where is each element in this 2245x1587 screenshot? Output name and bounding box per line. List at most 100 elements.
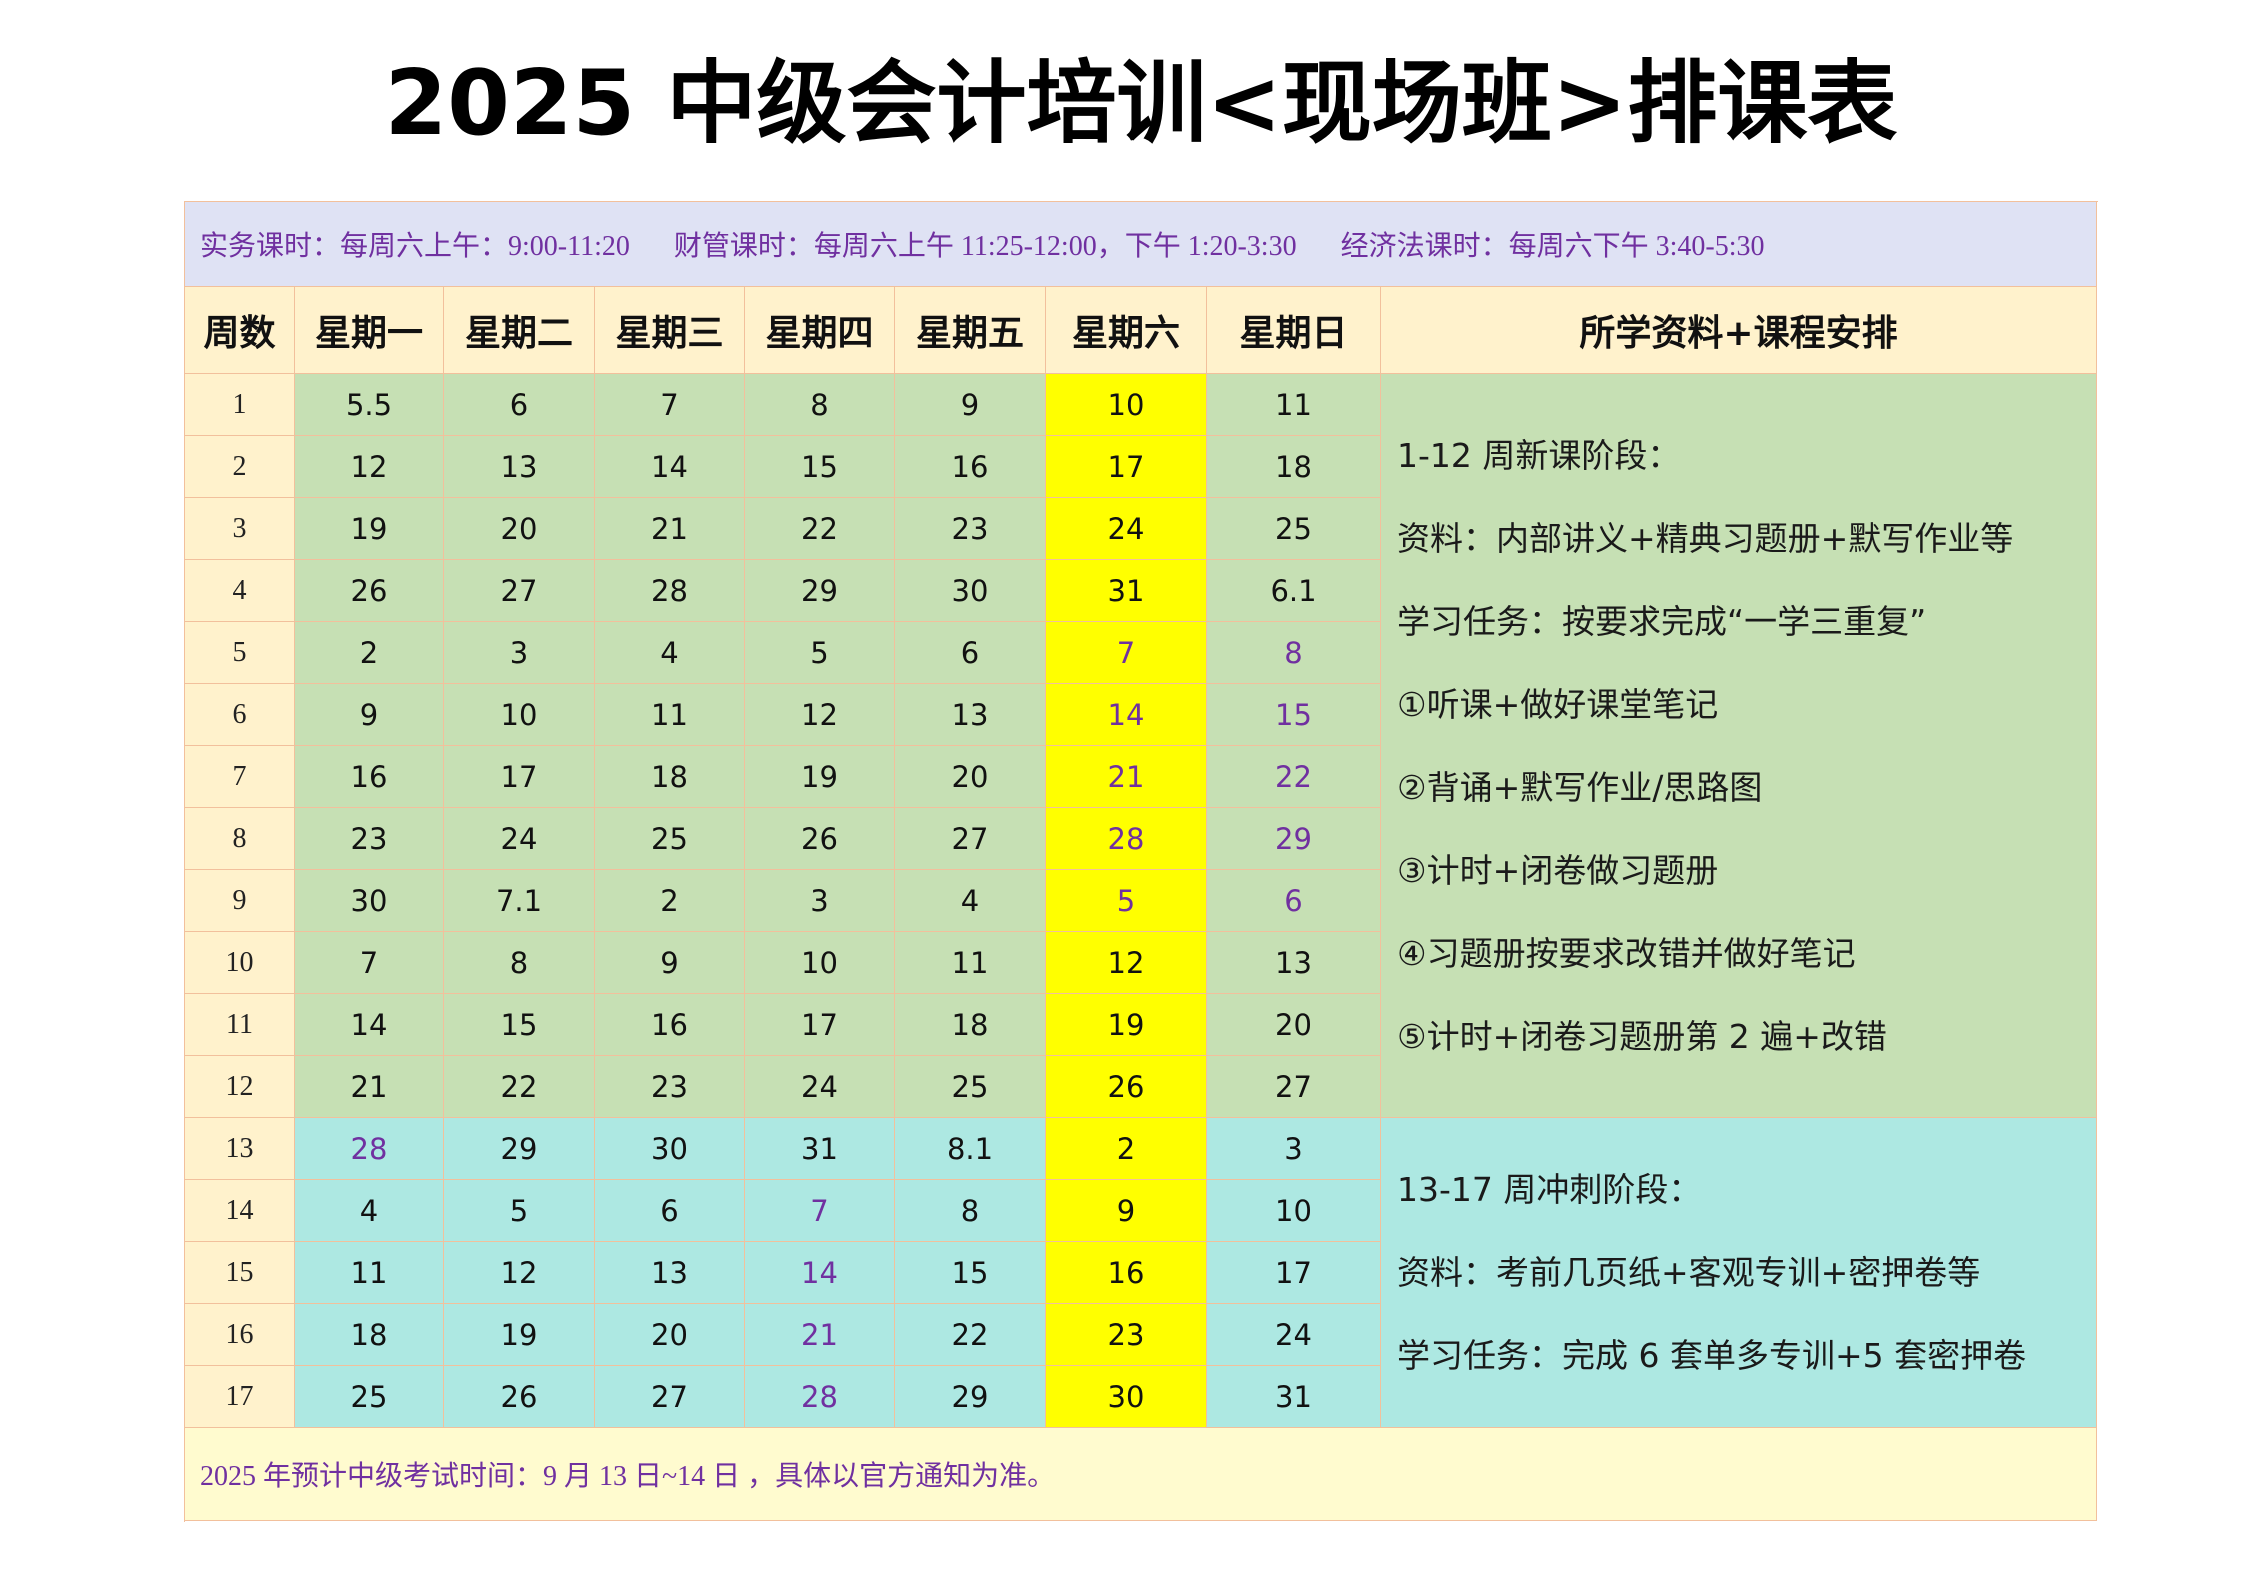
date-cell-thursday: 8 [745, 374, 895, 436]
schedule-table: 实务课时：每周六上午：9:00-11:20 财管课时：每周六上午 11:25-1… [184, 201, 2098, 1522]
header-thursday: 星期四 [745, 287, 895, 374]
date-cell-sunday: 31 [1207, 1366, 1381, 1428]
date-cell-wednesday: 14 [595, 436, 745, 498]
date-cell-tuesday: 6 [444, 374, 595, 436]
date-cell-monday: 14 [295, 994, 444, 1056]
date-cell-thursday: 7 [745, 1180, 895, 1242]
date-cell-monday: 12 [295, 436, 444, 498]
date-cell-friday: 15 [895, 1242, 1046, 1304]
header-sunday: 星期日 [1207, 287, 1381, 374]
week-number: 1 [185, 374, 295, 436]
date-cell-saturday: 7 [1046, 622, 1207, 684]
header-materials-plan: 所学资料+课程安排 [1381, 287, 2097, 374]
date-cell-thursday: 21 [745, 1304, 895, 1366]
date-cell-saturday: 12 [1046, 932, 1207, 994]
date-cell-saturday: 10 [1046, 374, 1207, 436]
page-title: 2025 中级会计培训<现场班>排课表 [384, 51, 1898, 156]
date-cell-tuesday: 29 [444, 1118, 595, 1180]
week-number: 3 [185, 498, 295, 560]
date-cell-wednesday: 7 [595, 374, 745, 436]
date-cell-wednesday: 4 [595, 622, 745, 684]
date-cell-thursday: 10 [745, 932, 895, 994]
date-cell-monday: 26 [295, 560, 444, 622]
date-cell-wednesday: 9 [595, 932, 745, 994]
date-cell-saturday: 28 [1046, 808, 1207, 870]
date-cell-wednesday: 27 [595, 1366, 745, 1428]
date-cell-friday: 29 [895, 1366, 1046, 1428]
week-number: 5 [185, 622, 295, 684]
date-cell-thursday: 14 [745, 1242, 895, 1304]
date-cell-saturday: 26 [1046, 1056, 1207, 1118]
date-cell-wednesday: 20 [595, 1304, 745, 1366]
date-cell-tuesday: 7.1 [444, 870, 595, 932]
date-cell-sunday: 18 [1207, 436, 1381, 498]
date-cell-saturday: 23 [1046, 1304, 1207, 1366]
date-cell-thursday: 22 [745, 498, 895, 560]
week-number: 17 [185, 1366, 295, 1428]
week-number: 9 [185, 870, 295, 932]
date-cell-monday: 5.5 [295, 374, 444, 436]
date-cell-tuesday: 19 [444, 1304, 595, 1366]
week-number: 8 [185, 808, 295, 870]
date-cell-thursday: 3 [745, 870, 895, 932]
header-saturday: 星期六 [1046, 287, 1207, 374]
date-cell-saturday: 2 [1046, 1118, 1207, 1180]
date-cell-thursday: 26 [745, 808, 895, 870]
date-cell-sunday: 3 [1207, 1118, 1381, 1180]
date-cell-thursday: 12 [745, 684, 895, 746]
date-cell-friday: 25 [895, 1056, 1046, 1118]
phase-note-line: 学习任务：按要求完成“一学三重复” [1397, 601, 1927, 641]
phase-title: 1-12 周新课阶段： [1397, 435, 1681, 475]
date-cell-monday: 21 [295, 1056, 444, 1118]
phase-note-line: 资料：考前几页纸+客观专训+密押卷等 [1397, 1253, 1981, 1292]
date-cell-sunday: 15 [1207, 684, 1381, 746]
date-cell-monday: 2 [295, 622, 444, 684]
date-cell-monday: 30 [295, 870, 444, 932]
date-cell-monday: 23 [295, 808, 444, 870]
date-cell-monday: 19 [295, 498, 444, 560]
date-cell-saturday: 30 [1046, 1366, 1207, 1428]
date-cell-thursday: 24 [745, 1056, 895, 1118]
date-cell-friday: 16 [895, 436, 1046, 498]
date-cell-tuesday: 26 [444, 1366, 595, 1428]
date-cell-saturday: 5 [1046, 870, 1207, 932]
date-cell-friday: 22 [895, 1304, 1046, 1366]
date-cell-saturday: 21 [1046, 746, 1207, 808]
date-cell-sunday: 10 [1207, 1180, 1381, 1242]
date-cell-friday: 4 [895, 870, 1046, 932]
finance-hours-text: 财管课时：每周六上午 11:25-12:00，下午 1:20-3:30 [673, 231, 1297, 262]
phase-note-line: ①听课+做好课堂笔记 [1397, 684, 1719, 724]
date-cell-sunday: 22 [1207, 746, 1381, 808]
date-cell-tuesday: 27 [444, 560, 595, 622]
date-cell-saturday: 9 [1046, 1180, 1207, 1242]
date-cell-friday: 18 [895, 994, 1046, 1056]
date-cell-friday: 20 [895, 746, 1046, 808]
date-cell-tuesday: 10 [444, 684, 595, 746]
date-cell-wednesday: 28 [595, 560, 745, 622]
date-cell-tuesday: 5 [444, 1180, 595, 1242]
week-number: 7 [185, 746, 295, 808]
phase-note-line: ②背诵+默写作业/思路图 [1397, 767, 1763, 807]
date-cell-tuesday: 8 [444, 932, 595, 994]
date-cell-wednesday: 21 [595, 498, 745, 560]
phase-note-line: ⑤计时+闭卷习题册第 2 遍+改错 [1397, 1016, 1887, 1056]
date-cell-friday: 13 [895, 684, 1046, 746]
date-cell-sunday: 29 [1207, 808, 1381, 870]
class-hours-row: 实务课时：每周六上午：9:00-11:20 财管课时：每周六上午 11:25-1… [185, 202, 2097, 287]
date-cell-wednesday: 23 [595, 1056, 745, 1118]
sprint-phase-notes: 13-17 周冲刺阶段： 资料：考前几页纸+客观专训+密押卷等 学习任务：完成 6 … [1381, 1118, 2097, 1428]
date-cell-monday: 25 [295, 1366, 444, 1428]
date-cell-thursday: 28 [745, 1366, 895, 1428]
week-number: 16 [185, 1304, 295, 1366]
date-cell-sunday: 13 [1207, 932, 1381, 994]
date-cell-saturday: 19 [1046, 994, 1207, 1056]
exam-date-note: 2025 年预计中级考试时间：9 月 13 日~14 日 ，具体以官方通知为准。 [185, 1428, 2097, 1521]
date-cell-monday: 11 [295, 1242, 444, 1304]
date-cell-thursday: 29 [745, 560, 895, 622]
phase-title: 13-17 周冲刺阶段： [1397, 1170, 1702, 1209]
date-cell-tuesday: 3 [444, 622, 595, 684]
date-cell-friday: 23 [895, 498, 1046, 560]
date-cell-sunday: 6 [1207, 870, 1381, 932]
date-cell-tuesday: 12 [444, 1242, 595, 1304]
